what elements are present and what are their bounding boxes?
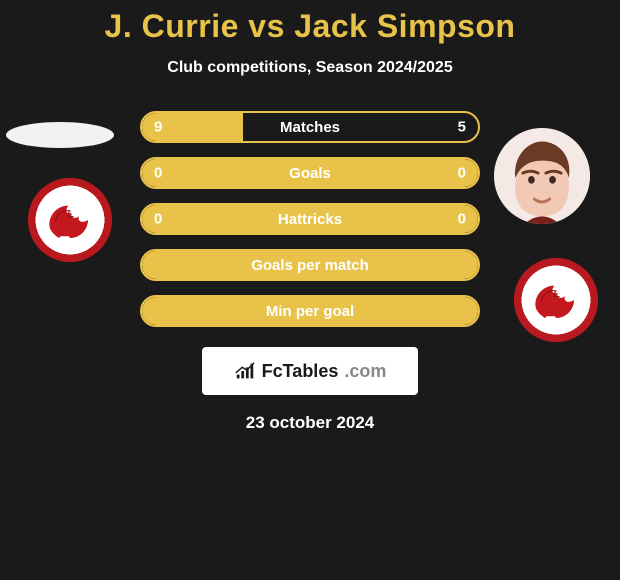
brand-name: FcTables [262,361,339,382]
stats-list: Matches 9 5 Goals 0 0 Hattricks 0 0 Goals per mat… [140,111,480,327]
stat-value-right: 0 [458,165,466,182]
page-title: J. Currie vs Jack Simpson [0,0,620,45]
stat-row: Min per goal [140,295,480,327]
stat-label: Matches [280,119,340,136]
dragon-crest-icon [43,193,97,247]
dragon-crest-icon [529,273,583,327]
player1-avatar [6,122,114,148]
bar-chart-icon [234,360,256,382]
brand-domain: .com [344,361,386,382]
player2-face-icon [494,128,590,224]
stat-row: Hattricks 0 0 [140,203,480,235]
stat-label: Min per goal [266,303,354,320]
stat-label: Goals per match [251,257,369,274]
stat-value-left: 0 [154,165,162,182]
player1-club-crest [28,178,112,262]
stat-row: Goals per match [140,249,480,281]
stat-value-left: 9 [154,119,162,136]
stat-value-right: 0 [458,211,466,228]
stat-row: Goals 0 0 [140,157,480,189]
stat-value-right: 5 [458,119,466,136]
brand-badge: FcTables.com [202,347,418,395]
stat-label: Goals [289,165,331,182]
page-subtitle: Club competitions, Season 2024/2025 [0,59,620,77]
stat-label: Hattricks [278,211,342,228]
date-label: 23 october 2024 [0,413,620,433]
stat-value-left: 0 [154,211,162,228]
stat-row: Matches 9 5 [140,111,480,143]
player2-club-crest [514,258,598,342]
player2-avatar [494,128,590,224]
